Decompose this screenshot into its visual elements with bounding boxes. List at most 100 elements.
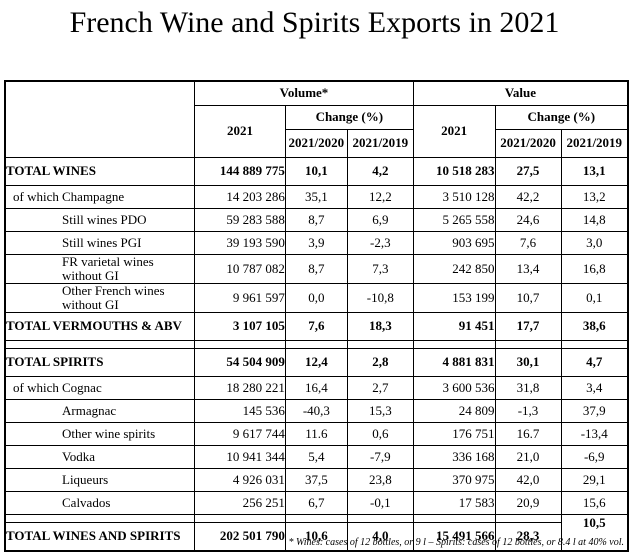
table-row: of which Champagne 14 203 286 35,1 12,2 3 510… — [4, 184, 629, 209]
spacer-cell — [346, 513, 414, 523]
cell: 144 889 775 — [194, 156, 286, 186]
row-label: Armagnac — [4, 398, 196, 423]
volume-2021-header: 2021 — [194, 104, 286, 158]
category-name: Cognac — [62, 379, 102, 395]
cell: 6,7 — [284, 490, 348, 515]
cell: 16,4 — [284, 375, 348, 400]
volume-2021-2020-header: 2021/2020 — [284, 128, 348, 158]
table-row — [4, 339, 629, 349]
cell: 28,3 — [494, 521, 562, 551]
cell: 153 199 — [412, 282, 496, 313]
cell: 3,9 — [284, 230, 348, 255]
header-row-periods: 2021/2020 2021/2019 2021/2020 2021/2019 — [5, 128, 629, 158]
cell: 31,8 — [494, 375, 562, 400]
cell: 15 491 566 — [412, 521, 496, 551]
volume-group-header: Volume* — [194, 80, 414, 106]
row-label: TOTAL WINES AND SPIRITS — [4, 521, 196, 551]
category-name: Armagnac — [62, 402, 117, 418]
page-title: French Wine and Spirits Exports in 2021 — [69, 6, 560, 39]
cell: -13,4 — [560, 421, 629, 446]
cell: 176 751 — [412, 421, 496, 446]
cell: 8,7 — [284, 207, 348, 232]
cell: 370 975 — [412, 467, 496, 492]
cell: 23,8 — [346, 467, 414, 492]
cell: 42,2 — [494, 184, 562, 209]
cell: -7,9 — [346, 444, 414, 469]
value-change-header: Change (%) — [494, 104, 629, 130]
table-row: Other wine spirits 9 617 744 11.6 0,6 176 75… — [4, 421, 629, 446]
table-row: Still wines PGI 39 193 590 3,9 -2,3 903 695 7… — [4, 230, 629, 255]
cell: 10 518 283 — [412, 156, 496, 186]
cell: 145 536 — [194, 398, 286, 423]
cell: 17,7 — [494, 311, 562, 341]
table-row: Other French wines without GI 9 961 597 0,… — [4, 282, 629, 313]
cell: 242 850 — [412, 253, 496, 284]
cell: 7,6 — [494, 230, 562, 255]
cell: 3 510 128 — [412, 184, 496, 209]
cell: 3 600 536 — [412, 375, 496, 400]
cell: -2,3 — [346, 230, 414, 255]
table-row: Armagnac 145 536 -40,3 15,3 24 809 -1,3 37,9 — [4, 398, 629, 423]
cell: 903 695 — [412, 230, 496, 255]
spacer-cell — [494, 339, 562, 349]
cell: 42,0 — [494, 467, 562, 492]
cell: 5 265 558 — [412, 207, 496, 232]
table-row: TOTAL VERMOUTHS & ABV 3 107 105 7,6 18,3 91 … — [4, 311, 629, 341]
row-label: TOTAL WINES — [4, 156, 196, 186]
cell: 202 501 790 — [194, 521, 286, 551]
cell: 54 504 909 — [194, 347, 286, 377]
cell: 0,1 — [560, 282, 629, 313]
category-name: Still wines PDO — [62, 211, 147, 227]
row-label: Calvados — [4, 490, 196, 515]
row-label: Still wines PGI — [4, 230, 196, 255]
cell: 37,9 — [560, 398, 629, 423]
cell: 13,2 — [560, 184, 629, 209]
spacer-cell — [560, 339, 629, 349]
cell: 11.6 — [284, 421, 348, 446]
table-body: TOTAL WINES 144 889 775 10,1 4,2 10 518 283 2… — [4, 156, 629, 551]
cell: 10 941 344 — [194, 444, 286, 469]
category-name: Champagne — [62, 188, 125, 204]
cell: 2,8 — [346, 347, 414, 377]
cell: 18,3 — [346, 311, 414, 341]
row-label: Liqueurs — [4, 467, 196, 492]
spacer-cell — [194, 513, 286, 523]
cell: -1,3 — [494, 398, 562, 423]
spacer-cell — [412, 513, 496, 523]
cell: 20,9 — [494, 490, 562, 515]
category-name: FR varietal wines without GI — [62, 254, 154, 283]
row-label: TOTAL SPIRITS — [4, 347, 196, 377]
cell: 21,0 — [494, 444, 562, 469]
cell: 4,0 — [346, 521, 414, 551]
row-label: Still wines PDO — [4, 207, 196, 232]
row-label: Other French wines without GI — [4, 282, 196, 313]
cell: 29,1 — [560, 467, 629, 492]
cell: 59 283 588 — [194, 207, 286, 232]
value-group-header: Value — [412, 80, 629, 106]
cell: 14 203 286 — [194, 184, 286, 209]
cell: 7,3 — [346, 253, 414, 284]
cell: 27,5 — [494, 156, 562, 186]
cell: 4,7 — [560, 347, 629, 377]
category-name: Other wine spirits — [62, 425, 156, 441]
row-label: TOTAL VERMOUTHS & ABV — [4, 311, 196, 341]
cell: -6,9 — [560, 444, 629, 469]
cell: 10 787 082 — [194, 253, 286, 284]
spacer-cell — [494, 513, 562, 523]
cell: 2,7 — [346, 375, 414, 400]
exports-table: Volume* Value 2021 Change (%) 2021 Chang… — [4, 80, 629, 552]
cell: 16,8 — [560, 253, 629, 284]
table-row: TOTAL SPIRITS 54 504 909 12,4 2,8 4 881 831 3… — [4, 347, 629, 377]
spacer-cell — [346, 339, 414, 349]
cell: 4 926 031 — [194, 467, 286, 492]
cell: 37,5 — [284, 467, 348, 492]
category-name: Calvados — [62, 494, 111, 510]
cell: 3 107 105 — [194, 311, 286, 341]
cell: 91 451 — [412, 311, 496, 341]
row-label: Vodka — [4, 444, 196, 469]
cell: 9 617 744 — [194, 421, 286, 446]
cell: 336 168 — [412, 444, 496, 469]
cell: 10,1 — [284, 156, 348, 186]
table-row: Calvados 256 251 6,7 -0,1 17 583 20,9 15,6 — [4, 490, 629, 515]
value-2021-2019-header: 2021/2019 — [560, 128, 629, 158]
